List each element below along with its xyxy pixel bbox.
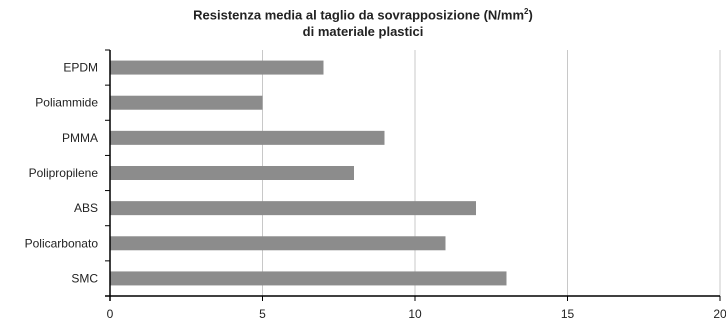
category-label: PMMA (62, 131, 98, 145)
chart-title-line2: di materiale plastici (302, 24, 424, 39)
bar (110, 271, 507, 286)
category-label: Poliammide (35, 96, 98, 110)
category-label: Policarbonato (25, 236, 99, 250)
bar (110, 236, 446, 251)
category-label: SMC (71, 271, 98, 285)
x-tick-label: 20 (713, 307, 726, 321)
category-label: EPDM (63, 61, 98, 75)
bar (110, 130, 385, 145)
chart-title-main: Resistenza media al taglio da sovrapposi… (193, 7, 525, 23)
x-tick-label: 10 (408, 307, 422, 321)
x-tick-label: 0 (107, 307, 114, 321)
chart-title-superscript: 2 (524, 7, 529, 16)
x-tick-label: 15 (561, 307, 575, 321)
chart-title-end: ) (528, 7, 533, 23)
bar (110, 201, 476, 216)
category-label: Polipropilene (29, 166, 99, 180)
x-tick-label: 5 (259, 307, 266, 321)
bar (110, 95, 263, 110)
bar (110, 60, 324, 75)
category-label: ABS (74, 201, 98, 215)
chart-title-line1: Resistenza media al taglio da sovrapposi… (0, 7, 726, 22)
bar (110, 166, 354, 180)
